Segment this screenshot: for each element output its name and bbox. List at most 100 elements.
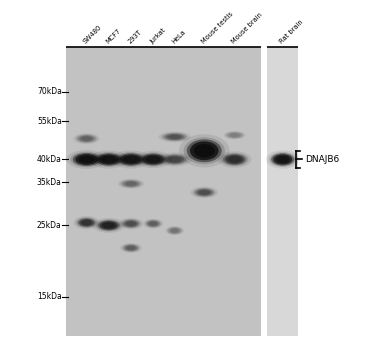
- Text: 293T: 293T: [127, 29, 143, 45]
- Ellipse shape: [73, 133, 100, 144]
- Ellipse shape: [145, 219, 161, 228]
- Ellipse shape: [226, 132, 244, 139]
- Ellipse shape: [194, 144, 214, 158]
- Ellipse shape: [149, 222, 157, 226]
- Text: 70kDa: 70kDa: [37, 87, 62, 96]
- Ellipse shape: [98, 220, 120, 231]
- Ellipse shape: [123, 245, 138, 251]
- Ellipse shape: [168, 156, 182, 162]
- Ellipse shape: [230, 133, 239, 137]
- Ellipse shape: [125, 245, 137, 251]
- Ellipse shape: [224, 131, 245, 139]
- Ellipse shape: [190, 141, 219, 160]
- Ellipse shape: [161, 154, 188, 165]
- Ellipse shape: [93, 152, 124, 167]
- Ellipse shape: [121, 219, 141, 229]
- Ellipse shape: [122, 220, 140, 228]
- Ellipse shape: [95, 219, 122, 231]
- Ellipse shape: [221, 153, 248, 166]
- Ellipse shape: [148, 221, 159, 226]
- Ellipse shape: [101, 156, 117, 163]
- Ellipse shape: [158, 152, 192, 167]
- Ellipse shape: [119, 218, 143, 230]
- Ellipse shape: [168, 228, 181, 234]
- Ellipse shape: [159, 132, 191, 142]
- Text: DNAJB6: DNAJB6: [305, 155, 339, 164]
- Ellipse shape: [115, 152, 147, 167]
- Ellipse shape: [138, 152, 168, 167]
- Ellipse shape: [100, 221, 118, 230]
- Ellipse shape: [79, 219, 94, 226]
- Ellipse shape: [146, 220, 160, 227]
- Ellipse shape: [81, 136, 92, 141]
- Ellipse shape: [126, 221, 136, 226]
- Ellipse shape: [143, 155, 164, 164]
- Ellipse shape: [78, 155, 95, 163]
- Ellipse shape: [165, 155, 184, 163]
- Bar: [261, 47, 267, 336]
- Text: Rat brain: Rat brain: [279, 19, 304, 45]
- Ellipse shape: [169, 228, 180, 233]
- Ellipse shape: [126, 246, 135, 250]
- Text: 35kDa: 35kDa: [37, 177, 62, 187]
- Ellipse shape: [120, 154, 142, 164]
- Ellipse shape: [199, 190, 210, 195]
- Ellipse shape: [162, 133, 188, 141]
- Ellipse shape: [223, 154, 246, 165]
- Ellipse shape: [95, 153, 122, 166]
- Ellipse shape: [165, 226, 184, 235]
- Ellipse shape: [276, 156, 290, 163]
- Bar: [66, 47, 261, 336]
- Ellipse shape: [76, 134, 97, 143]
- Ellipse shape: [273, 154, 292, 164]
- Ellipse shape: [120, 243, 142, 253]
- Ellipse shape: [126, 182, 136, 186]
- Text: Jurkat: Jurkat: [149, 27, 167, 45]
- Ellipse shape: [102, 222, 115, 229]
- Ellipse shape: [123, 156, 139, 163]
- Ellipse shape: [70, 152, 103, 167]
- Ellipse shape: [118, 153, 144, 166]
- Ellipse shape: [197, 189, 212, 196]
- Ellipse shape: [227, 132, 242, 138]
- Ellipse shape: [179, 134, 230, 167]
- Ellipse shape: [75, 154, 98, 165]
- Ellipse shape: [78, 135, 95, 142]
- Ellipse shape: [187, 139, 222, 162]
- Ellipse shape: [118, 179, 144, 189]
- Text: 15kDa: 15kDa: [37, 292, 62, 301]
- Ellipse shape: [218, 151, 251, 168]
- Ellipse shape: [146, 156, 161, 163]
- Ellipse shape: [135, 151, 172, 168]
- Text: HeLa: HeLa: [170, 29, 186, 45]
- Ellipse shape: [124, 220, 138, 227]
- Ellipse shape: [195, 188, 214, 196]
- Ellipse shape: [78, 218, 95, 227]
- Ellipse shape: [228, 156, 241, 163]
- Ellipse shape: [79, 135, 94, 142]
- Ellipse shape: [266, 150, 300, 169]
- Ellipse shape: [171, 229, 178, 232]
- Ellipse shape: [190, 187, 218, 198]
- Ellipse shape: [163, 133, 186, 141]
- Ellipse shape: [73, 216, 100, 229]
- Ellipse shape: [122, 244, 140, 252]
- Ellipse shape: [168, 135, 181, 139]
- Ellipse shape: [271, 153, 294, 166]
- Ellipse shape: [66, 150, 107, 169]
- Ellipse shape: [166, 134, 184, 140]
- Text: SW480: SW480: [82, 24, 103, 45]
- Text: 40kDa: 40kDa: [37, 155, 62, 164]
- Ellipse shape: [120, 180, 142, 188]
- Ellipse shape: [229, 133, 241, 138]
- Ellipse shape: [184, 137, 225, 164]
- Ellipse shape: [90, 150, 128, 169]
- Text: 25kDa: 25kDa: [37, 221, 62, 230]
- Ellipse shape: [269, 152, 297, 167]
- Ellipse shape: [163, 155, 186, 164]
- Bar: [267, 47, 298, 336]
- Text: Mouse testis: Mouse testis: [200, 11, 234, 45]
- Ellipse shape: [167, 227, 182, 235]
- Ellipse shape: [81, 220, 92, 225]
- Text: MCF7: MCF7: [104, 28, 122, 45]
